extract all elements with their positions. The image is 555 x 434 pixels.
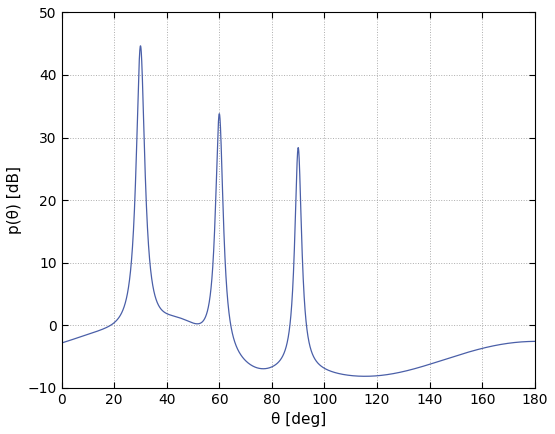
Y-axis label: p(θ) [dB]: p(θ) [dB] [7, 166, 22, 234]
X-axis label: θ [deg]: θ [deg] [271, 412, 326, 427]
